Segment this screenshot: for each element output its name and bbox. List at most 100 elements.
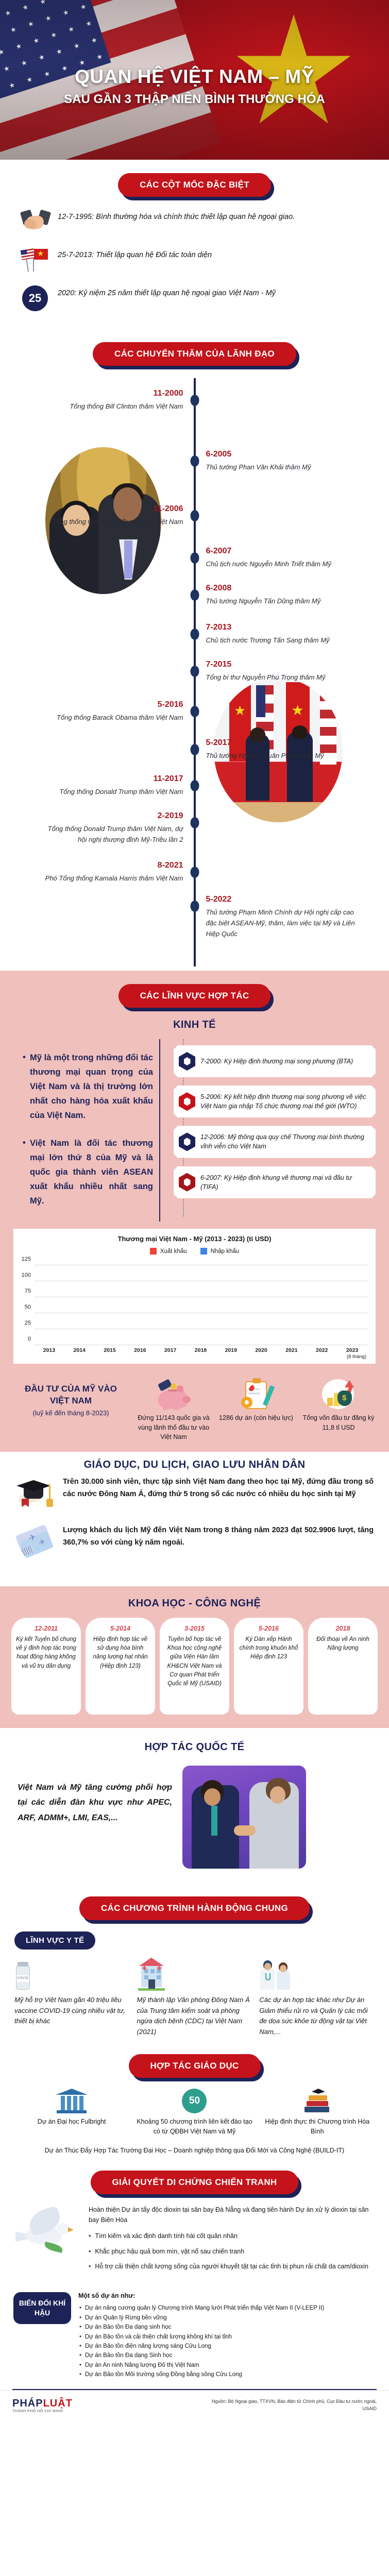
- timeline-year: 2-2019: [157, 811, 183, 820]
- science-card: 2018 Đối thoại về An ninh Năng lượng: [308, 1617, 378, 1715]
- edu-coop-note: Dự án Thúc Đẩy Hợp Tác Trường Đại Học – …: [44, 2146, 345, 2154]
- health-block: COVID Mỹ hỗ trợ Việt Nam gần 40 triệu li…: [0, 1950, 389, 2049]
- vaccine-vial-icon: COVID: [14, 1954, 130, 1991]
- timeline-desc: Chủ tịch nước Trương Tấn Sang thăm Mỹ: [206, 636, 330, 644]
- money-bag-icon: [300, 1373, 377, 1410]
- health-text: Mỹ hỗ trợ Việt Nam gần 40 triệu liều vac…: [14, 1995, 125, 2025]
- chart-x-tick-label: 2013: [43, 1347, 56, 1354]
- investment-block: ĐẦU TƯ CỦA MỸ VÀO VIỆT NAM (luỹ kế đến t…: [0, 1364, 389, 1451]
- science-heading: KHOA HỌC - CÔNG NGHỆ: [128, 1597, 261, 1609]
- education-text: Lượng khách du lịch Mỹ đến Việt Nam tron…: [63, 1526, 374, 1547]
- timeline-year: 6-2008: [206, 584, 232, 592]
- chart-y-tick-label: 25: [24, 1320, 31, 1327]
- edu-coop-text: Hiệp định thực thi Chương trình Hòa Bình: [265, 2118, 370, 2135]
- programs-heading-wrap: CÁC CHƯƠNG TRÌNH HÀNH ĐỘNG CHUNG: [0, 1883, 389, 1924]
- health-text: Các dự án hợp tác khác như Dự án Giảm th…: [259, 1995, 368, 2036]
- health-text: Mỹ thành lập Văn phòng Đông Nam Á của Tr…: [137, 1995, 250, 2036]
- war-items: Hoàn thiện Dự án tẩy độc dioxin tại sân …: [89, 2205, 376, 2277]
- economy-bullets: Mỹ là một trong những đối tác thương mại…: [13, 1039, 160, 1222]
- science-card-year: 12-2011: [35, 1624, 58, 1632]
- war-item: • Tìm kiếm và xác định danh tính hài cốt …: [89, 2231, 376, 2241]
- science-card: 12-2011 Ký kết Tuyên bố chung về ý định …: [11, 1617, 81, 1715]
- science-card-text: Ký kết Tuyên bố chung về ý định hợp tác …: [16, 1636, 76, 1669]
- timeline-year: 8-2021: [157, 861, 183, 870]
- agreement-text: 5-2006: Ký kết hiệp định thương mại song…: [200, 1093, 366, 1110]
- science-card: 5-2014 Hiệp định hợp tác về sử dụng hòa …: [86, 1617, 155, 1715]
- edu-coop-item: Dự án Đại học Fulbright: [13, 2085, 130, 2127]
- timeline-desc: Tổng thống Donald Trump thăm Việt Nam: [59, 788, 183, 795]
- science-card-year: 3-2015: [184, 1624, 205, 1632]
- hexagon-marker-icon: [179, 1092, 195, 1111]
- chart-y-tick-label: 100: [21, 1272, 31, 1279]
- hero-banner: ★★★★★★★ ★★★★★★★ ★★★★★★★ ★★★★★★★ ★★★★★★★ …: [0, 0, 389, 160]
- chart-x-tick-label: 2019: [225, 1347, 237, 1354]
- timeline-desc: Thủ tướng Nguyễn Tấn Dũng thăm Mỹ: [206, 597, 321, 605]
- education-text: Trên 30.000 sinh viên, thực tập sinh Việ…: [63, 1477, 374, 1498]
- science-card-year: 2018: [335, 1624, 350, 1632]
- education-row: ✈ ✈ Lượng khách du lịch Mỹ đến Việt Nam t…: [15, 1524, 374, 1560]
- timeline-item: 8-2021 Phó Tổng thống Kamala Harris thăm…: [0, 861, 389, 901]
- climate-item: Dự án Quản lý Rừng bền vững: [78, 2313, 376, 2323]
- climate-item: Dự án Bảo tồn Đa dạng Sinh học: [78, 2351, 376, 2361]
- health-item: ✚ ✚ Mỹ thành lập Văn phòng Đông Nam Á của…: [137, 1954, 252, 2038]
- chart-x-tick-label: 2016: [134, 1347, 146, 1354]
- war-item-text: Khắc phục hậu quả bom mìn, vật nổ sau ch…: [95, 2247, 245, 2255]
- agreement-text: 7-2000: Ký Hiệp định thương mại song phư…: [200, 1057, 353, 1065]
- investment-title-note: (luỹ kế đến tháng 8-2023): [32, 1409, 109, 1417]
- war-item-text: Hỗ trợ cải thiện chất lượng sống của ngư…: [95, 2263, 368, 2270]
- leader-visits-timeline: 11-2000 Tổng thống Bill Clinton thăm Việ…: [0, 370, 389, 971]
- logo-part-1: PHÁP: [12, 2397, 43, 2409]
- climate-item: Dự án nâng cương quản lý Chương trình Mạ…: [78, 2303, 376, 2313]
- timeline-item: 11-2017 Tổng thống Donald Trump thăm Việ…: [0, 774, 389, 817]
- agreement-card: 6-2007: Ký Hiệp định khung về thương mại…: [174, 1166, 376, 1198]
- timeline-item: 11-2000 Tổng thống Bill Clinton thăm Việ…: [0, 389, 389, 455]
- timeline-year: 5-2022: [206, 895, 232, 904]
- war-lead: Hoàn thiện Dự án tẩy độc dioxin tại sân …: [89, 2206, 369, 2224]
- timeline-desc: Phó Tổng thống Kamala Harris thăm Việt N…: [45, 874, 183, 882]
- chart-bars: [34, 1259, 367, 1345]
- hospital-icon: ✚ ✚: [137, 1954, 252, 1991]
- timeline-desc: Tổng thống Barack Obama thăm Việt Nam: [57, 714, 183, 721]
- economy-bullet: Việt Nam là đối tác thương mại lớn thứ 8…: [23, 1136, 153, 1208]
- climate-item: Dự án Bảo tồn và cải thiện chất lượng kh…: [78, 2332, 376, 2342]
- education-heading: GIÁO DỤC, DU LỊCH, GIAO LƯU NHÂN DÂN: [83, 1459, 306, 1470]
- milestone-row: 12-7-1995: Bình thường hóa và chính thức…: [20, 209, 368, 236]
- education-block: Trên 30.000 sinh viên, thực tập sinh Việ…: [0, 1474, 389, 1586]
- timeline-item: 6-2008 Thủ tướng Nguyễn Tấn Dũng thăm Mỹ: [0, 584, 389, 629]
- handshake-icon: [20, 209, 52, 236]
- chart-x-tick-label: 2022: [316, 1347, 328, 1354]
- timeline-desc: Thủ tướng Phan Văn Khải thăm Mỹ: [206, 463, 311, 471]
- building-icon: [13, 2085, 130, 2117]
- chart-x-tick-label: 2017: [164, 1347, 177, 1354]
- chart-legend: Xuất khẩu Nhập khẩu: [19, 1248, 370, 1255]
- climate-item: Dự án An ninh Năng lượng Đô thị Việt Nam: [78, 2361, 376, 2370]
- footer-divider: [12, 2388, 377, 2390]
- health-item: Các dự án hợp tác khác như Dự án Giảm th…: [259, 1954, 375, 2038]
- timeline-item: 11-2006 Tổng thống George W. Bush thăm V…: [0, 504, 389, 552]
- war-heading-wrap: GIẢI QUYẾT DI CHỨNG CHIẾN TRANH: [0, 2167, 389, 2198]
- health-badge: LĨNH VỰC Y TẾ: [14, 1931, 96, 1950]
- legend-swatch: [200, 1248, 207, 1255]
- economy-agreements: 7-2000: Ký Hiệp định thương mại song phư…: [164, 1039, 376, 1222]
- science-card-text: Đối thoại về An ninh Năng lượng: [316, 1636, 369, 1652]
- visits-heading: CÁC CHUYẾN THĂM CỦA LÃNH ĐẠO: [93, 342, 296, 366]
- two-flags-icon: [20, 247, 50, 274]
- science-card: 3-2015 Tuyên bố hợp tác về Khoa học công…: [160, 1617, 229, 1715]
- milestones-list: 12-7-1995: Bình thường hóa và chính thức…: [0, 201, 389, 329]
- science-card-text: Ký Dàn xếp Hành chính trong khuôn khổ Hi…: [239, 1636, 298, 1660]
- hexagon-marker-icon: [179, 1173, 195, 1192]
- investment-caption: Đứng 11/143 quốc gia và vùng lãnh thổ đầ…: [138, 1414, 210, 1440]
- timeline-desc: Thủ tướng Phạm Minh Chính dự Hội nghị cấ…: [206, 908, 355, 938]
- timeline-year: 6-2007: [206, 547, 232, 555]
- infographic-page: ★★★★★★★ ★★★★★★★ ★★★★★★★ ★★★★★★★ ★★★★★★★ …: [0, 0, 389, 2422]
- milestone-text: 12-7-1995: Bình thường hóa và chính thức…: [58, 213, 295, 221]
- clipboard-icon: [218, 1373, 294, 1410]
- legend-label: Nhập khẩu: [210, 1248, 240, 1255]
- timeline-year: 5-2016: [157, 700, 183, 709]
- timeline-year: 5-2017: [206, 738, 232, 747]
- trade-chart: Thương mại Việt Nam - Mỹ (2013 - 2023) (…: [13, 1229, 376, 1364]
- legend-label: Xuất khẩu: [160, 1248, 187, 1255]
- timeline-year: 7-2015: [206, 660, 232, 669]
- science-card-text: Tuyên bố hợp tác về Khoa học công nghệ g…: [167, 1636, 222, 1687]
- graduation-cap-icon: [15, 1476, 55, 1511]
